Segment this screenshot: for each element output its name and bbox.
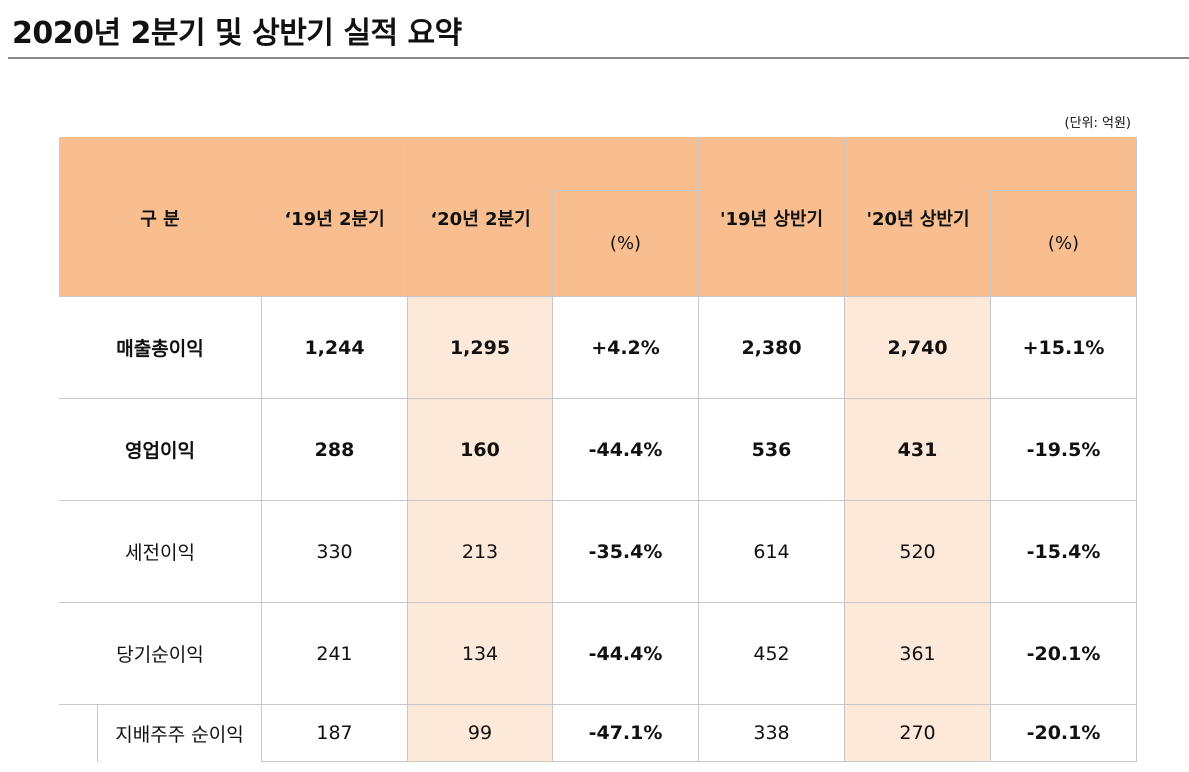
value-cell: +4.2%: [553, 297, 699, 399]
header-cell: (%): [552, 190, 699, 297]
title-rule: [8, 57, 1189, 59]
value-cell: -47.1%: [553, 705, 699, 762]
value-cell: 213: [408, 501, 553, 603]
value-cell: -44.4%: [553, 399, 699, 501]
row-label: 영업이익: [59, 399, 262, 501]
title: 2020년 2분기 및 상반기 실적 요약: [12, 16, 462, 51]
value-cell: 330: [262, 501, 408, 603]
row-label: 당기순이익: [59, 603, 262, 705]
row-label: 매출총이익: [59, 297, 262, 399]
value-cell: 288: [262, 399, 408, 501]
value-cell: +15.1%: [991, 297, 1137, 399]
value-cell: -44.4%: [553, 603, 699, 705]
value-cell: -15.4%: [991, 501, 1137, 603]
header-cell: ‘19년 2분기: [262, 137, 408, 297]
value-cell: 614: [699, 501, 845, 603]
value-cell: 2,740: [845, 297, 991, 399]
value-cell: 431: [845, 399, 991, 501]
row-label: 지배주주 순이익: [97, 705, 262, 762]
value-cell: 536: [699, 399, 845, 501]
value-cell: -20.1%: [991, 705, 1137, 762]
value-cell: 2,380: [699, 297, 845, 399]
value-cell: 187: [262, 705, 408, 762]
header-cell: 구 분: [59, 137, 262, 297]
value-cell: 1,244: [262, 297, 408, 399]
header-text: '20년 상반기: [866, 209, 970, 230]
header-cell: (%): [990, 190, 1137, 297]
value-cell: 160: [408, 399, 553, 501]
value-cell: 241: [262, 603, 408, 705]
unit-note: (단위: 억원): [1064, 116, 1132, 131]
value-cell: 338: [699, 705, 845, 762]
value-cell: -20.1%: [991, 603, 1137, 705]
value-cell: 134: [408, 603, 553, 705]
value-cell: 520: [845, 501, 991, 603]
header-cell: '19년 상반기: [699, 137, 845, 297]
value-cell: 1,295: [408, 297, 553, 399]
value-cell: 361: [845, 603, 991, 705]
value-cell: 270: [845, 705, 991, 762]
row-label: 세전이익: [59, 501, 262, 603]
value-cell: -35.4%: [553, 501, 699, 603]
header-text: ‘20년 2분기: [430, 209, 531, 230]
value-cell: 452: [699, 603, 845, 705]
value-cell: 99: [408, 705, 553, 762]
value-cell: -19.5%: [991, 399, 1137, 501]
